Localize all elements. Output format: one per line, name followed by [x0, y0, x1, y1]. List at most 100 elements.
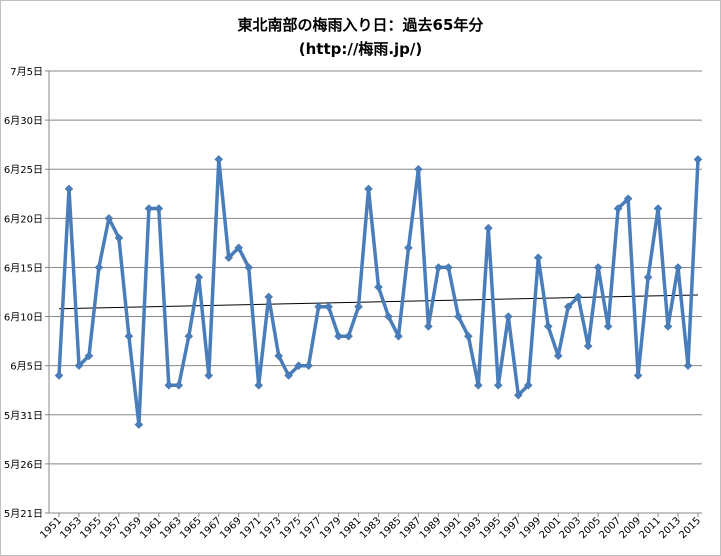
data-point-1957 [114, 233, 124, 243]
x-tick-label: 2009 [617, 515, 643, 541]
data-point-1992 [464, 331, 473, 341]
x-tick-label: 1961 [138, 515, 164, 541]
data-point-2010 [643, 272, 653, 282]
data-point-2006 [603, 322, 613, 331]
x-tick-label: 2015 [677, 515, 703, 541]
data-point-1980 [344, 331, 353, 341]
x-tick-label: 1963 [158, 515, 184, 541]
data-point-2012 [663, 322, 673, 331]
x-tick-label: 2013 [657, 515, 683, 541]
data-point-1969 [234, 243, 244, 253]
data-point-1952 [64, 184, 74, 194]
data-point-1990 [444, 263, 453, 272]
data-point-1984 [384, 312, 393, 321]
x-tick-label: 1989 [418, 515, 444, 541]
x-tick-label: 1979 [318, 515, 344, 541]
data-point-1964 [184, 331, 194, 341]
data-point-1959 [134, 420, 144, 429]
data-point-2007 [613, 204, 623, 213]
y-tick-label: 5月31日 [4, 410, 43, 422]
data-point-1973 [274, 351, 284, 361]
data-point-1976 [304, 361, 313, 371]
chart-subtitle: (http://梅雨.jp/) [298, 40, 423, 58]
x-tick-label: 2003 [558, 515, 584, 541]
data-point-1991 [454, 312, 463, 321]
x-tick-label: 1973 [258, 515, 284, 541]
data-point-1967 [214, 155, 224, 164]
data-point-1963 [174, 380, 184, 390]
data-point-2009 [633, 371, 643, 380]
data-point-1979 [334, 331, 343, 341]
chart-title: 東北南部の梅雨入り日：過去65年分 [237, 16, 484, 34]
data-point-1960 [144, 204, 154, 213]
data-point-2013 [673, 263, 683, 272]
y-tick-label: 5月21日 [4, 508, 43, 520]
data-point-1981 [354, 302, 363, 312]
x-tick-label: 1981 [338, 515, 364, 541]
x-tick-label: 1969 [218, 515, 244, 541]
y-tick-label: 6月30日 [4, 115, 43, 127]
x-tick-labels: 1951195319551957195919611963196519671969… [38, 513, 703, 541]
y-tick-label: 7月5日 [10, 66, 43, 78]
data-point-1999 [533, 253, 543, 262]
data-point-2008 [623, 194, 633, 204]
data-point-1951 [54, 371, 64, 380]
x-tick-label: 1995 [478, 515, 504, 541]
data-point-2003 [573, 292, 583, 302]
x-tick-label: 1987 [398, 515, 424, 541]
data-point-1988 [424, 322, 433, 331]
data-point-1987 [414, 164, 423, 174]
x-tick-label: 2007 [597, 515, 623, 541]
data-point-2000 [543, 322, 553, 331]
y-tick-label: 6月25日 [4, 164, 43, 176]
data-point-2004 [583, 341, 593, 351]
data-point-1956 [104, 213, 114, 223]
data-point-1961 [154, 204, 164, 213]
data-point-1998 [523, 380, 533, 390]
series-group [54, 155, 703, 429]
series-line [57, 157, 700, 427]
y-tick-label: 6月10日 [4, 312, 43, 324]
data-point-1958 [124, 331, 134, 341]
data-point-1994 [483, 223, 493, 233]
data-point-1997 [513, 390, 523, 400]
x-tick-label: 1953 [58, 515, 84, 541]
x-tick-label: 1965 [178, 515, 204, 541]
data-point-1954 [84, 351, 94, 361]
x-tick-label: 1967 [198, 515, 224, 541]
data-point-2011 [653, 204, 663, 213]
data-point-1986 [404, 243, 413, 253]
data-point-1989 [434, 263, 443, 272]
data-point-1974 [284, 371, 293, 380]
x-tick-label: 1975 [278, 515, 304, 541]
x-tick-label: 1993 [458, 515, 484, 541]
data-point-1972 [264, 292, 274, 302]
x-tick-label: 1977 [298, 515, 324, 541]
y-tick-labels: 5月21日 5月26日 5月31日 6月5日 6月10日 6月15日 6月20日 6月25日 6… [4, 66, 43, 520]
x-tick-label: 2005 [578, 515, 604, 541]
data-point-1971 [254, 380, 264, 390]
data-point-2015 [693, 155, 703, 164]
x-tick-label: 1959 [118, 515, 144, 541]
y-tick-label: 6月15日 [4, 262, 43, 274]
x-tick-label: 1955 [78, 515, 104, 541]
data-point-1962 [164, 380, 174, 390]
data-point-1975 [294, 361, 303, 371]
data-point-1982 [364, 184, 373, 194]
x-tick-label: 1983 [358, 515, 384, 541]
data-point-1993 [473, 380, 483, 390]
data-point-2005 [593, 263, 603, 272]
data-point-1953 [74, 361, 84, 371]
x-tick-label: 1991 [438, 515, 464, 541]
x-tick-label: 2001 [538, 515, 564, 541]
data-point-2002 [563, 302, 573, 312]
x-tick-label: 1985 [378, 515, 404, 541]
data-point-1996 [503, 312, 513, 321]
x-tick-label: 1957 [98, 515, 124, 541]
data-point-1970 [244, 263, 254, 272]
data-point-1985 [394, 331, 403, 341]
x-tick-label: 1999 [518, 515, 544, 541]
data-point-1965 [194, 272, 204, 282]
data-point-1968 [224, 253, 234, 262]
